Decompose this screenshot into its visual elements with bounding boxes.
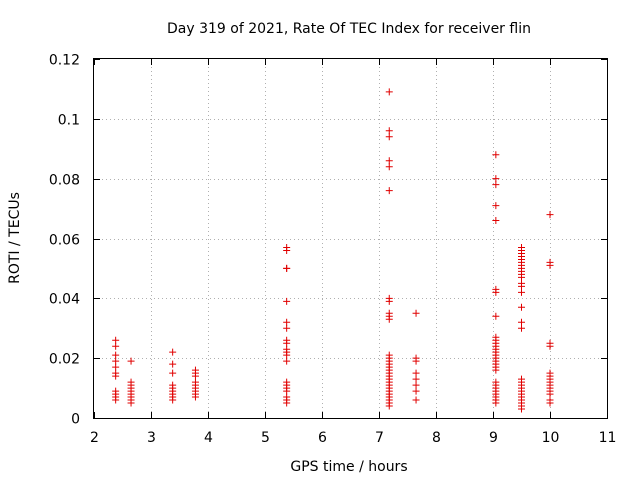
data-point xyxy=(385,157,393,165)
data-point xyxy=(492,175,500,183)
x-tick-label: 2 xyxy=(90,430,99,446)
data-point xyxy=(112,363,120,371)
data-point xyxy=(283,318,291,326)
y-tick-label: 0.08 xyxy=(49,173,80,189)
axis-ticks: 2 3 4 5 6 7 8 9 10 11 0 0.02 0.04 0.06 0.08 0.1 0.12 xyxy=(49,53,617,447)
data-point xyxy=(546,399,554,407)
data-point xyxy=(412,396,420,404)
data-point xyxy=(518,324,525,332)
data-point xyxy=(283,339,291,347)
data-point xyxy=(385,297,393,305)
data-point xyxy=(492,202,500,210)
data-point xyxy=(112,342,120,350)
data-point xyxy=(546,261,554,269)
data-point xyxy=(283,324,291,332)
x-tick-label: 6 xyxy=(318,430,327,446)
data-point xyxy=(127,399,135,407)
y-tick-label: 0.1 xyxy=(58,113,80,129)
data-point xyxy=(169,369,177,377)
data-point xyxy=(518,405,525,413)
data-point xyxy=(385,315,393,323)
data-point xyxy=(169,360,177,368)
data-point xyxy=(492,288,500,296)
data-point xyxy=(112,357,120,365)
data-point xyxy=(283,399,291,407)
data-point xyxy=(518,288,525,296)
data-point xyxy=(283,297,291,305)
data-point xyxy=(385,133,393,141)
data-point xyxy=(492,217,500,225)
data-point xyxy=(112,336,120,344)
data-point xyxy=(518,303,525,311)
x-tick-label: 10 xyxy=(542,430,560,446)
x-tick-label: 11 xyxy=(599,430,617,446)
data-point xyxy=(127,357,135,365)
data-point xyxy=(283,246,291,254)
data-point xyxy=(412,381,420,389)
x-tick-label: 9 xyxy=(489,430,498,446)
data-point xyxy=(385,88,393,96)
data-point xyxy=(169,348,177,356)
data-point xyxy=(283,357,291,365)
data-point xyxy=(412,375,420,383)
data-point xyxy=(412,357,420,365)
data-point xyxy=(112,351,120,359)
data-point xyxy=(546,211,554,219)
data-point xyxy=(283,351,291,359)
x-tick-label: 7 xyxy=(375,430,384,446)
data-point xyxy=(492,181,500,189)
x-tick-label: 4 xyxy=(204,430,213,446)
data-point xyxy=(518,282,525,290)
x-axis-title: GPS time / hours xyxy=(290,459,407,475)
data-point xyxy=(412,369,420,377)
data-point xyxy=(385,127,393,135)
data-point xyxy=(191,393,199,401)
y-axis-title: ROTI / TECUs xyxy=(7,192,23,284)
x-tick-label: 3 xyxy=(147,430,156,446)
x-tick-label: 8 xyxy=(432,430,441,446)
data-point xyxy=(492,151,500,159)
data-point xyxy=(492,366,500,374)
data-point xyxy=(385,163,393,171)
y-tick-label: 0.02 xyxy=(49,352,80,368)
data-point xyxy=(283,264,291,272)
data-point xyxy=(546,342,554,350)
data-point xyxy=(412,387,420,395)
data-point xyxy=(385,402,393,410)
data-point xyxy=(169,396,177,404)
y-tick-label: 0 xyxy=(71,412,80,428)
data-point xyxy=(112,372,120,380)
data-point xyxy=(518,318,525,326)
data-point xyxy=(283,387,291,395)
data-point xyxy=(412,309,420,317)
data-point xyxy=(518,273,525,281)
x-tick-label: 5 xyxy=(261,430,270,446)
chart-title: Day 319 of 2021, Rate Of TEC Index for r… xyxy=(167,21,531,37)
y-tick-label: 0.06 xyxy=(49,233,80,249)
plot-frame xyxy=(93,58,608,419)
y-tick-label: 0.12 xyxy=(49,53,80,69)
grid xyxy=(94,59,607,418)
data-point xyxy=(546,390,554,398)
data-points xyxy=(112,88,554,413)
data-point xyxy=(492,312,500,320)
data-point xyxy=(385,187,393,195)
data-point xyxy=(191,372,199,380)
y-tick-label: 0.04 xyxy=(49,292,80,308)
data-point xyxy=(492,399,500,407)
data-point xyxy=(112,396,120,404)
